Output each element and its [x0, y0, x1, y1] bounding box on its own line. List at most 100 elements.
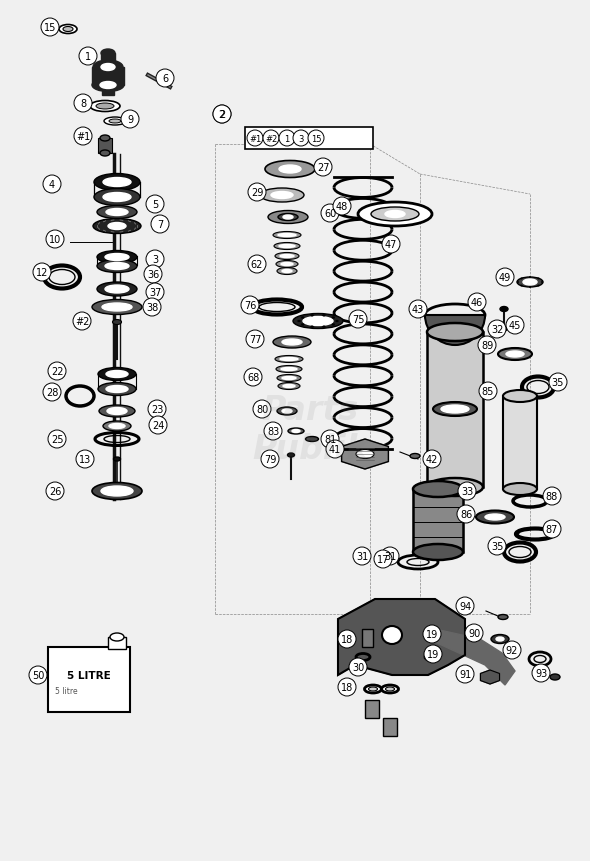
- Ellipse shape: [277, 407, 297, 416]
- Ellipse shape: [279, 245, 295, 248]
- Ellipse shape: [90, 102, 120, 113]
- Ellipse shape: [101, 486, 133, 497]
- Text: 90: 90: [468, 629, 480, 638]
- Circle shape: [374, 550, 392, 568]
- Circle shape: [79, 48, 97, 66]
- Ellipse shape: [356, 450, 374, 459]
- Ellipse shape: [537, 278, 539, 280]
- Text: 93: 93: [535, 668, 547, 678]
- Text: 31: 31: [384, 551, 396, 561]
- Ellipse shape: [382, 685, 398, 693]
- Ellipse shape: [97, 207, 137, 220]
- Text: 89: 89: [481, 341, 493, 350]
- Text: 15: 15: [44, 23, 56, 33]
- Circle shape: [261, 450, 279, 468]
- Ellipse shape: [100, 151, 110, 157]
- Ellipse shape: [282, 339, 302, 345]
- Text: 35: 35: [491, 542, 503, 551]
- Ellipse shape: [107, 408, 127, 415]
- Bar: [48, 647, 130, 712]
- Circle shape: [321, 430, 339, 449]
- Bar: [101, 54, 115, 68]
- Ellipse shape: [275, 356, 303, 363]
- Polygon shape: [338, 599, 465, 675]
- Ellipse shape: [105, 254, 129, 261]
- Circle shape: [264, 423, 282, 441]
- Ellipse shape: [310, 315, 314, 317]
- Text: 17: 17: [377, 554, 389, 564]
- Circle shape: [349, 311, 367, 329]
- Ellipse shape: [92, 300, 142, 315]
- Ellipse shape: [106, 386, 128, 393]
- Circle shape: [338, 630, 356, 648]
- Ellipse shape: [310, 326, 314, 328]
- Ellipse shape: [63, 28, 73, 33]
- Circle shape: [48, 362, 66, 381]
- Ellipse shape: [283, 385, 295, 388]
- Ellipse shape: [109, 424, 125, 429]
- Ellipse shape: [94, 174, 140, 191]
- Circle shape: [543, 487, 561, 505]
- Text: 2: 2: [219, 110, 225, 120]
- Ellipse shape: [103, 193, 131, 202]
- Bar: [245, 127, 373, 150]
- Circle shape: [458, 482, 476, 500]
- Ellipse shape: [301, 324, 304, 326]
- Text: 80: 80: [256, 405, 268, 414]
- Ellipse shape: [96, 104, 114, 110]
- Ellipse shape: [520, 278, 523, 280]
- Circle shape: [74, 127, 92, 146]
- Ellipse shape: [306, 437, 319, 442]
- Bar: [383, 718, 397, 736]
- Circle shape: [263, 131, 279, 147]
- Ellipse shape: [385, 687, 395, 691]
- Ellipse shape: [336, 320, 339, 323]
- Text: #2: #2: [75, 317, 89, 326]
- Circle shape: [456, 666, 474, 684]
- Ellipse shape: [476, 511, 514, 523]
- Text: 5 LITRE: 5 LITRE: [67, 670, 111, 680]
- Ellipse shape: [268, 211, 308, 224]
- Ellipse shape: [280, 358, 298, 361]
- Wedge shape: [425, 316, 485, 345]
- Circle shape: [43, 383, 61, 401]
- Text: 75: 75: [352, 314, 364, 325]
- Circle shape: [33, 263, 51, 282]
- Ellipse shape: [260, 189, 304, 202]
- Ellipse shape: [523, 280, 537, 286]
- Text: 13: 13: [79, 455, 91, 464]
- Text: 49: 49: [499, 273, 511, 282]
- Text: 31: 31: [356, 551, 368, 561]
- Circle shape: [506, 317, 524, 335]
- Ellipse shape: [105, 263, 129, 270]
- Circle shape: [246, 331, 264, 349]
- Ellipse shape: [517, 282, 519, 283]
- Ellipse shape: [275, 253, 299, 260]
- Ellipse shape: [280, 255, 294, 258]
- Text: 46: 46: [471, 298, 483, 307]
- Ellipse shape: [282, 377, 296, 380]
- Circle shape: [532, 664, 550, 682]
- Ellipse shape: [110, 633, 124, 641]
- Text: 77: 77: [249, 335, 261, 344]
- Ellipse shape: [413, 481, 463, 498]
- Ellipse shape: [282, 410, 292, 413]
- Ellipse shape: [93, 61, 123, 75]
- Bar: [365, 700, 379, 718]
- Text: 12: 12: [36, 268, 48, 278]
- Circle shape: [148, 400, 166, 418]
- Ellipse shape: [271, 192, 293, 199]
- Ellipse shape: [496, 637, 504, 641]
- Ellipse shape: [100, 83, 116, 90]
- Text: 83: 83: [267, 426, 279, 437]
- Ellipse shape: [365, 685, 382, 693]
- Text: 79: 79: [264, 455, 276, 464]
- Circle shape: [423, 450, 441, 468]
- Circle shape: [423, 625, 441, 643]
- Circle shape: [46, 482, 64, 500]
- Text: 27: 27: [317, 163, 329, 173]
- Circle shape: [146, 251, 164, 269]
- Polygon shape: [480, 670, 500, 684]
- Polygon shape: [92, 68, 124, 96]
- Circle shape: [333, 198, 351, 216]
